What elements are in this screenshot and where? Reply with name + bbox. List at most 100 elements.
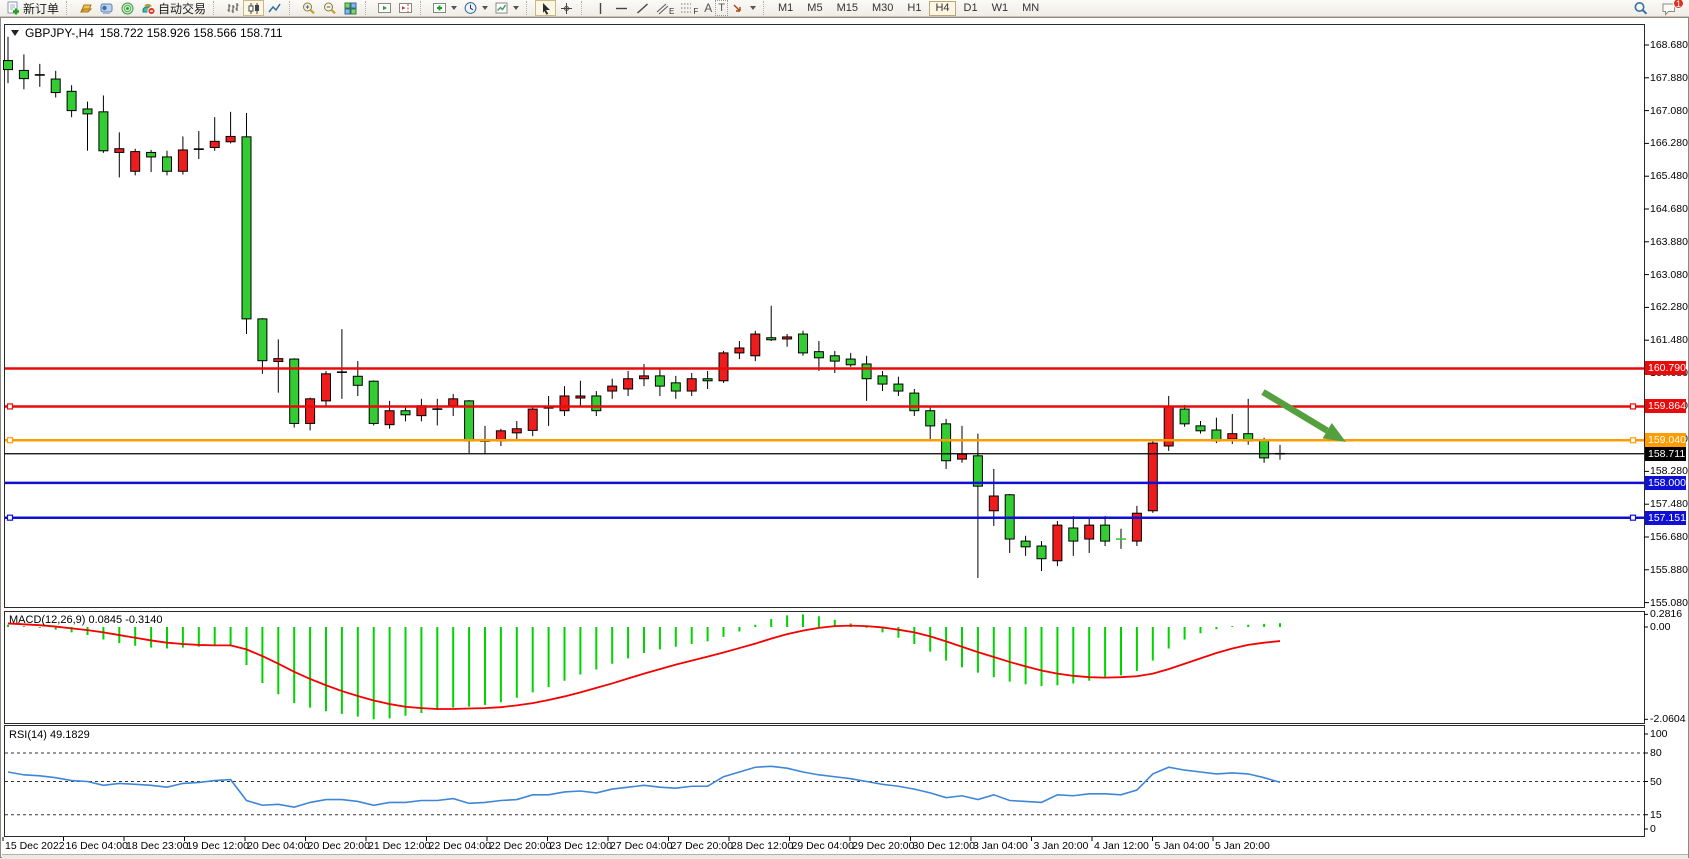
auto-scroll-button[interactable] — [374, 0, 395, 16]
dropdown-caret-icon — [482, 6, 489, 10]
bar-chart-button[interactable] — [222, 0, 243, 16]
market-watch-icon — [78, 1, 93, 16]
arrows-tool-button[interactable] — [728, 0, 759, 16]
time-axis-label: 19 Dec 12:00 — [186, 840, 249, 852]
clock-icon — [463, 1, 478, 16]
price-chart-pane[interactable] — [4, 24, 1645, 608]
rsi-pane[interactable] — [4, 725, 1645, 837]
macd-pane[interactable] — [4, 611, 1645, 724]
new-order-label: 新订单 — [23, 1, 60, 16]
rsi-scale-label: 100 — [1650, 728, 1668, 740]
channel-icon — [656, 1, 669, 16]
zoom-in-icon — [301, 1, 316, 16]
search-button[interactable] — [1630, 0, 1652, 16]
macd-scale-label: 0.00 — [1650, 621, 1671, 633]
chart-shift-button[interactable] — [395, 0, 416, 16]
new-order-button[interactable]: 新订单 — [3, 0, 62, 16]
toolbar-separator — [213, 1, 219, 15]
fibonacci-letter: F — [693, 6, 699, 16]
indicators-button[interactable] — [429, 0, 460, 16]
dropdown-caret-icon — [513, 6, 520, 10]
timeframe-button-m15[interactable]: M15 — [836, 1, 858, 14]
timeframe-button-h4[interactable]: H4 — [929, 0, 956, 16]
candlestick-chart-button[interactable] — [243, 0, 265, 16]
chart-ohlc-values: 158.722 158.926 158.566 158.711 — [99, 26, 283, 40]
chart-menu-icon[interactable] — [11, 30, 19, 36]
fibonacci-tool-button[interactable]: F — [677, 0, 701, 16]
time-axis-label: 30 Dec 12:00 — [912, 840, 975, 852]
timeframe-button-m30[interactable]: M30 — [871, 1, 894, 14]
time-axis-label: 4 Jan 12:00 — [1094, 840, 1149, 852]
timeframe-button-d1[interactable]: D1 — [963, 1, 978, 14]
timeframe-button-mn[interactable]: MN — [1022, 1, 1040, 14]
crosshair-icon — [559, 1, 574, 16]
fibonacci-icon — [680, 1, 693, 16]
zoom-out-icon — [322, 1, 337, 16]
price-tick-label: 162.280 — [1650, 301, 1688, 314]
templates-button[interactable] — [491, 0, 522, 16]
time-axis-label: 16 Dec 04:00 — [65, 840, 128, 852]
macd-name: MACD(12,26,9) — [9, 614, 86, 626]
channel-tool-button[interactable]: E — [653, 0, 677, 16]
cursor-tool-button[interactable] — [535, 0, 557, 16]
time-axis-label: 21 Dec 12:00 — [368, 840, 431, 852]
chart-title: GBPJPY-,H4 158.722 158.926 158.566 158.7… — [11, 26, 283, 40]
timeframe-button-m5[interactable]: M5 — [807, 1, 823, 14]
price-tick-label: 163.080 — [1650, 268, 1688, 281]
toolbar-separator — [526, 1, 532, 15]
text-tool-button[interactable]: A — [701, 0, 715, 16]
tile-windows-button[interactable] — [340, 0, 361, 16]
time-axis-label: 29 Dec 20:00 — [852, 840, 915, 852]
rsi-indicator-label: RSI(14) 49.1829 — [9, 729, 90, 741]
macd-scale-label: -2.0604 — [1650, 713, 1686, 726]
rsi-scale-label: 80 — [1650, 747, 1662, 759]
data-window-button[interactable] — [96, 0, 117, 16]
vertical-line-tool-button[interactable] — [590, 0, 611, 16]
horizontal-line-icon — [614, 1, 629, 16]
time-axis-label: 5 Jan 20:00 — [1215, 840, 1270, 852]
vertical-line-icon — [593, 1, 608, 16]
time-axis-label: 3 Jan 20:00 — [1033, 840, 1089, 852]
rsi-name: RSI(14) — [9, 729, 47, 741]
periods-button[interactable] — [460, 0, 491, 16]
search-icon — [1633, 1, 1649, 16]
price-tick-label: 164.680 — [1650, 203, 1688, 215]
price-tick-label: 157.480 — [1650, 498, 1688, 511]
time-axis-label: 28 Dec 12:00 — [731, 840, 794, 852]
price-tick-label: 166.280 — [1650, 137, 1688, 150]
time-axis-label: 22 Dec 20:00 — [489, 840, 552, 852]
time-axis-label: 29 Dec 04:00 — [791, 840, 854, 852]
price-tick-label: 167.880 — [1650, 71, 1688, 84]
navigator-icon — [120, 1, 135, 16]
time-axis-label: 18 Dec 23:00 — [126, 840, 189, 852]
notifications-button[interactable]: 1 — [1658, 0, 1684, 16]
rsi-scale-label: 0 — [1650, 823, 1656, 835]
auto-trading-button[interactable]: 自动交易 — [138, 0, 209, 16]
hline-price-label: 159.864 — [1645, 399, 1686, 414]
auto-trading-icon — [141, 1, 156, 16]
text-tool-letter: A — [704, 1, 713, 15]
market-watch-button[interactable] — [75, 0, 96, 16]
toolbar-separator — [581, 1, 587, 15]
bar-chart-icon — [225, 1, 240, 16]
zoom-out-button[interactable] — [319, 0, 340, 16]
macd-main-value: 0.0845 — [88, 614, 123, 626]
time-axis-label: 20 Dec 20:00 — [307, 840, 370, 852]
timeframe-button-h1[interactable]: H1 — [907, 1, 922, 14]
hline-price-label: 157.151 — [1645, 510, 1686, 525]
indicators-icon — [432, 1, 447, 16]
main-toolbar: 新订单 自动交易 E F A T M1 M5 M15 M30 H1 H4 D1 W1 MN 1 — [0, 0, 1689, 17]
text-label-tool-button[interactable]: T — [715, 0, 729, 16]
zoom-in-button[interactable] — [298, 0, 319, 16]
horizontal-line-tool-button[interactable] — [611, 0, 632, 16]
trendline-tool-button[interactable] — [632, 0, 653, 16]
line-chart-button[interactable] — [264, 0, 285, 16]
bottom-strip — [2, 854, 1688, 858]
time-axis-label: 3 Jan 04:00 — [973, 840, 1028, 852]
timeframe-button-m1[interactable]: M1 — [778, 1, 794, 14]
timeframe-button-w1[interactable]: W1 — [991, 1, 1009, 14]
crosshair-tool-button[interactable] — [556, 0, 577, 16]
current-price-label: 158.711 — [1645, 446, 1686, 461]
toolbar-separator — [66, 1, 72, 15]
navigator-button[interactable] — [117, 0, 138, 16]
